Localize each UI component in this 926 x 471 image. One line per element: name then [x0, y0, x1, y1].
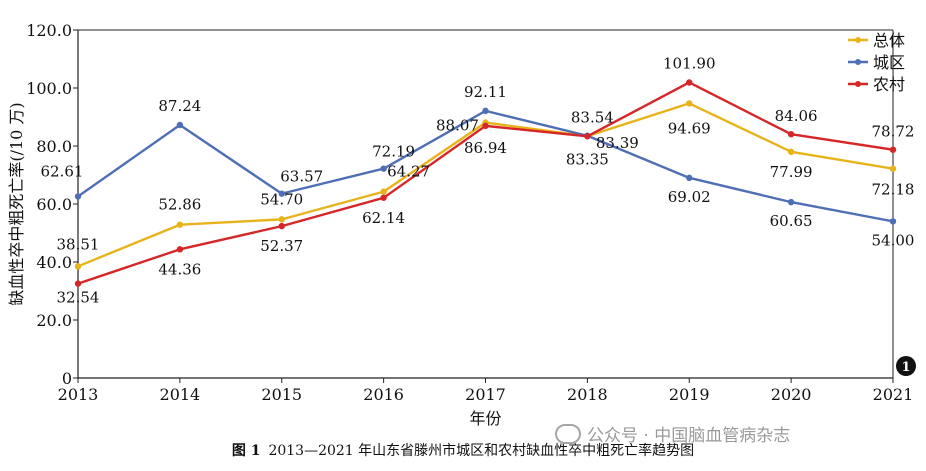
data-point-总体: [278, 216, 285, 223]
y-tick-label: 20.0: [36, 311, 72, 330]
data-label: 87.24: [158, 97, 201, 115]
data-label: 72.18: [872, 181, 915, 199]
data-label: 83.39: [596, 134, 639, 152]
data-point-城区: [278, 190, 285, 197]
x-tick-label: 2016: [363, 385, 404, 404]
data-label: 52.86: [158, 196, 201, 214]
data-point-总体: [787, 148, 795, 156]
data-label: 69.02: [668, 188, 711, 206]
data-point-农村: [482, 122, 489, 130]
data-label: 101.90: [663, 54, 716, 72]
data-label: 52.37: [260, 237, 303, 255]
data-label: 54.70: [260, 190, 303, 208]
data-point-城区: [176, 121, 184, 129]
data-label: 44.36: [158, 260, 201, 278]
legend-marker-城区: [855, 59, 861, 65]
data-point-农村: [74, 280, 82, 287]
data-label: 54.00: [872, 231, 915, 249]
data-label: 38.51: [57, 235, 100, 253]
data-point-农村: [584, 133, 591, 140]
data-label: 83.35: [566, 150, 609, 168]
x-tick-label: 2013: [58, 385, 99, 404]
data-point-城区: [889, 218, 897, 225]
data-label: 94.69: [668, 119, 711, 137]
data-point-总体: [686, 100, 693, 107]
data-point-农村: [787, 131, 795, 138]
y-tick-label: 60.0: [36, 195, 72, 214]
panel-badge: [896, 356, 916, 376]
caption-prefix: 图 1: [231, 443, 261, 459]
y-tick-label: 0: [62, 369, 72, 388]
data-label: 77.99: [770, 163, 813, 181]
data-label: 72.19: [372, 143, 415, 161]
data-point-城区: [787, 198, 795, 206]
data-label: 32.54: [57, 289, 100, 307]
data-label: 78.72: [872, 123, 915, 141]
series-lines: [74, 79, 897, 287]
y-tick-label: 100.0: [26, 79, 72, 98]
y-axis-title: 缺血性卒中粗死亡率(/10 万): [7, 102, 26, 305]
line-chart: 0 20.0 40.0 60.0 80.0 100.0 120.0 2013 2014 2015 2…: [7, 21, 916, 428]
data-point-农村: [889, 146, 897, 153]
x-tick-label: 2021: [873, 385, 914, 404]
y-tick-label: 80.0: [36, 137, 72, 156]
legend-marker-农村: [855, 81, 861, 87]
data-point-总体: [74, 263, 82, 270]
data-point-农村: [278, 222, 285, 230]
data-point-总体: [380, 188, 387, 195]
x-tick-label: 2015: [261, 385, 302, 404]
legend-label: 农村: [873, 75, 905, 94]
data-label: 84.06: [775, 107, 818, 125]
watermark: 公众号 · 中国脑血管病杂志: [555, 421, 790, 446]
data-label: 64.27: [387, 163, 430, 181]
data-point-城区: [380, 165, 387, 172]
x-axis-title: 年份: [469, 409, 501, 428]
watermark-text: 公众号 · 中国脑血管病杂志: [587, 426, 791, 446]
data-point-城区: [74, 193, 82, 200]
data-point-总体: [176, 221, 184, 228]
caption-text: 2013—2021 年山东省滕州市城区和农村缺血性卒中粗死亡率趋势图: [268, 443, 695, 459]
data-point-农村: [380, 194, 387, 201]
x-tick-label: 2017: [465, 385, 506, 404]
figure-caption: 图 1 2013—2021 年山东省滕州市城区和农村缺血性卒中粗死亡率趋势图: [0, 440, 926, 460]
panel-badge-label: 1: [901, 360, 910, 375]
chart-axes: 0 20.0 40.0 60.0 80.0 100.0 120.0 2013 2014 2015 2…: [7, 21, 916, 428]
x-tick-label: 2020: [771, 385, 812, 404]
data-label: 92.11: [464, 83, 507, 101]
data-label: 86.94: [464, 139, 507, 157]
data-label: 62.61: [41, 162, 84, 180]
data-label: 60.65: [770, 212, 813, 230]
data-point-农村: [176, 246, 184, 253]
data-label: 83.54: [571, 109, 614, 127]
x-tick-label: 2018: [567, 385, 608, 404]
y-tick-label: 120.0: [26, 21, 72, 40]
legend-marker-总体: [855, 37, 861, 43]
x-tick-label: 2014: [160, 385, 201, 404]
data-labels: 62.61 87.24 63.57 72.19 92.11 83.54 101.90 84.0…: [41, 54, 915, 306]
wechat-icon: [555, 423, 581, 444]
x-tick-label: 2019: [669, 385, 710, 404]
data-label: 88.07: [436, 117, 479, 135]
legend-label: 总体: [873, 31, 905, 50]
data-label: 62.14: [362, 209, 405, 227]
y-tick-label: 40.0: [36, 253, 72, 272]
data-point-城区: [686, 174, 693, 182]
data-point-总体: [889, 165, 897, 172]
data-point-农村: [686, 79, 693, 86]
legend-label: 城区: [873, 53, 905, 72]
data-point-城区: [482, 107, 489, 115]
data-label: 63.57: [280, 168, 323, 186]
